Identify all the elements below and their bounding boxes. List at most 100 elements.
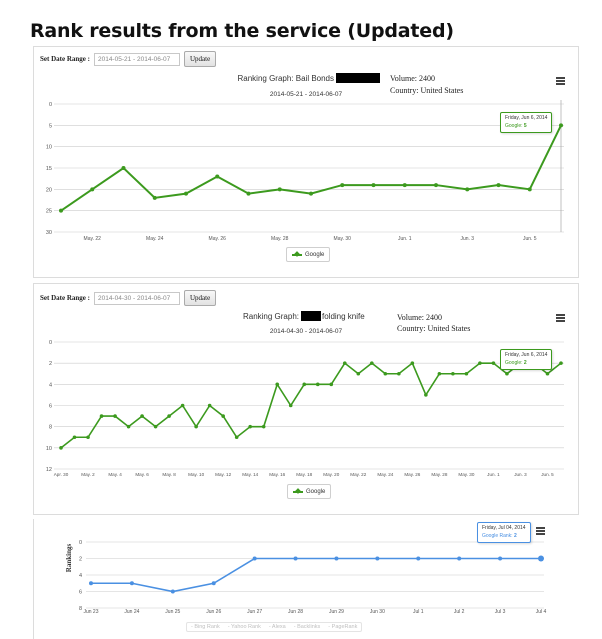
data-point[interactable] <box>184 191 188 196</box>
data-point[interactable] <box>402 183 407 188</box>
data-point[interactable] <box>410 361 415 365</box>
data-point[interactable] <box>113 414 117 418</box>
x-tick-label: May. 18 <box>296 472 312 477</box>
data-point[interactable] <box>505 371 509 376</box>
data-point[interactable] <box>277 187 282 192</box>
data-point[interactable] <box>315 382 320 387</box>
data-point[interactable] <box>86 435 90 440</box>
volume-text: Volume: 2400 <box>397 313 442 322</box>
x-tick-label: Jun 30 <box>370 609 385 615</box>
data-point[interactable] <box>342 361 347 365</box>
data-point[interactable] <box>215 174 220 179</box>
data-point[interactable] <box>371 183 376 188</box>
data-point[interactable] <box>90 187 95 192</box>
x-tick-label: May. 24 <box>146 236 164 242</box>
data-point[interactable] <box>465 187 470 192</box>
data-point[interactable] <box>545 371 550 376</box>
data-point[interactable] <box>170 589 175 594</box>
data-point[interactable] <box>383 371 388 376</box>
data-point[interactable] <box>478 361 482 365</box>
legend-item[interactable]: - Alexa <box>268 624 286 630</box>
data-point[interactable] <box>152 195 157 200</box>
data-point[interactable] <box>194 424 198 429</box>
data-point[interactable] <box>356 371 361 376</box>
update-button[interactable]: Update <box>183 290 217 306</box>
chart-tooltip: Friday, Jun 6, 2014 Google: 2 <box>500 349 553 370</box>
data-point[interactable] <box>334 556 339 561</box>
data-point[interactable] <box>329 382 334 387</box>
chart-legend-google[interactable]: Google <box>286 247 331 262</box>
data-point[interactable] <box>434 183 438 188</box>
data-point[interactable] <box>246 191 251 196</box>
data-point[interactable] <box>309 191 313 196</box>
data-point[interactable] <box>496 183 501 188</box>
data-point[interactable] <box>252 556 257 561</box>
data-point[interactable] <box>72 435 77 440</box>
data-point[interactable] <box>207 403 212 408</box>
data-point[interactable] <box>416 556 421 561</box>
date-range-input[interactable] <box>93 291 180 305</box>
data-point[interactable] <box>129 581 134 586</box>
y-tick-label: 6 <box>79 590 82 596</box>
data-point[interactable] <box>491 361 496 365</box>
data-point[interactable] <box>153 424 158 429</box>
x-tick-label: May. 10 <box>188 472 204 477</box>
data-point[interactable] <box>221 414 225 418</box>
data-point[interactable] <box>375 556 380 561</box>
chart-menu-icon[interactable] <box>556 314 565 322</box>
data-point[interactable] <box>397 371 401 376</box>
graph-title-suffix: folding knife <box>322 312 365 321</box>
x-tick-label: Jul 3 <box>495 609 506 615</box>
data-point[interactable] <box>248 424 252 429</box>
date-range-row: Set Date Range : Update <box>40 290 217 306</box>
data-point[interactable] <box>89 581 93 586</box>
x-tick-label: Jun. 3 <box>514 472 527 477</box>
data-point[interactable] <box>451 371 455 376</box>
x-tick-label: May. 28 <box>431 472 447 477</box>
data-point[interactable] <box>59 446 63 450</box>
data-point[interactable] <box>126 424 131 429</box>
data-point[interactable] <box>437 371 442 376</box>
data-point[interactable] <box>234 435 239 440</box>
tooltip-date: Friday, Jul 04, 2014 <box>482 525 526 531</box>
data-point[interactable] <box>180 403 185 408</box>
data-point[interactable] <box>370 361 374 365</box>
data-point[interactable] <box>464 371 469 376</box>
chart-legend-google[interactable]: Google <box>287 484 332 499</box>
page-title: Rank results from the service (Updated) <box>30 20 454 42</box>
data-point[interactable] <box>99 414 104 418</box>
data-point[interactable] <box>275 382 280 387</box>
data-point[interactable] <box>293 556 298 561</box>
data-point[interactable] <box>121 166 126 170</box>
y-tick-label: 5 <box>49 123 52 129</box>
x-tick-label: May. 26 <box>209 236 227 242</box>
data-point[interactable] <box>261 424 266 429</box>
data-point[interactable] <box>59 208 63 213</box>
date-subtitle: 2014-05-21 - 2014-06-07 <box>270 91 343 98</box>
date-range-input[interactable] <box>93 52 180 66</box>
legend-item[interactable]: - Bing Rank <box>191 624 220 630</box>
chart-menu-icon[interactable] <box>536 527 545 535</box>
x-tick-label: Jun 26 <box>206 609 221 615</box>
data-point[interactable] <box>498 556 503 561</box>
data-point[interactable] <box>340 183 345 188</box>
legend-item[interactable]: - Backlinks <box>293 624 321 630</box>
update-button[interactable]: Update <box>183 51 217 67</box>
data-point[interactable] <box>457 556 462 561</box>
data-point[interactable] <box>527 187 532 192</box>
data-point[interactable] <box>559 361 563 365</box>
x-tick-label: May. 14 <box>242 472 258 477</box>
chart-menu-icon[interactable] <box>556 77 565 85</box>
data-point[interactable] <box>559 123 563 128</box>
data-point[interactable] <box>140 414 144 418</box>
data-point[interactable] <box>302 382 307 387</box>
x-tick-label: May. 30 <box>334 236 352 242</box>
data-point[interactable] <box>424 393 428 397</box>
data-point[interactable] <box>288 403 293 408</box>
data-point[interactable] <box>538 555 544 562</box>
legend-item[interactable]: - PageRank <box>328 624 358 630</box>
y-tick-label: 2 <box>49 361 52 367</box>
data-point[interactable] <box>211 581 216 586</box>
legend-item[interactable]: - Yahoo Rank <box>227 624 261 630</box>
data-point[interactable] <box>167 414 171 418</box>
